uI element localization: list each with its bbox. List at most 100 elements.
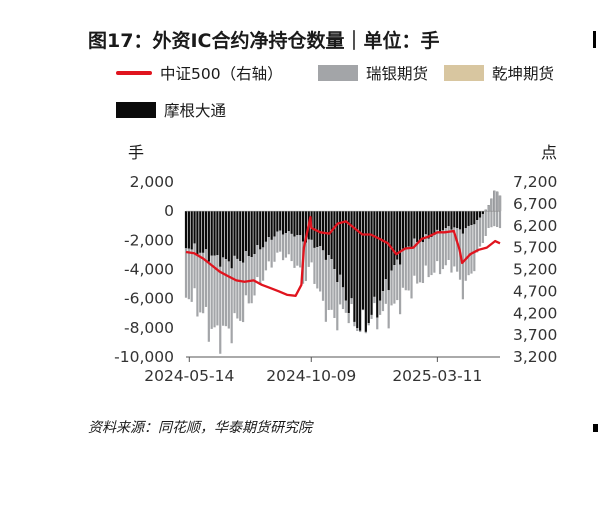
bar-jpmorgan (401, 211, 405, 249)
legend-item-csi500: 中证500（右轴） (116, 62, 283, 84)
bar-ubs (450, 229, 453, 273)
right-axis-tick-label: 6,700 (513, 195, 557, 213)
bar-jpmorgan (418, 211, 422, 242)
bar-jpmorgan (261, 211, 265, 248)
bar-jpmorgan (281, 211, 285, 235)
bar-jpmorgan (407, 211, 410, 247)
x-axis-tick-label: 2024-05-14 (144, 367, 234, 385)
legend-swatch-qiankun (444, 65, 484, 81)
bar-jpmorgan (373, 211, 376, 297)
bar-ubs (339, 274, 342, 305)
bar-ubs (293, 236, 296, 268)
bar-ubs (270, 239, 273, 268)
bar-jpmorgan (481, 211, 484, 214)
bar-ubs (222, 257, 225, 326)
bar-jpmorgan (284, 211, 288, 234)
left-axis-tick-label: -8,000 (124, 319, 174, 337)
bar-jpmorgan (441, 211, 445, 231)
bar-jpmorgan (390, 211, 393, 271)
bar-jpmorgan (341, 211, 345, 288)
bar-ubs (481, 213, 484, 243)
bar-ubs (376, 317, 379, 330)
bar-jpmorgan (236, 211, 239, 259)
bar-ubs (219, 266, 222, 354)
bar-ubs (287, 231, 290, 255)
bar-jpmorgan (253, 211, 256, 255)
bar-ubs (487, 205, 490, 228)
bar-ubs (393, 265, 396, 304)
x-axis-tick-label: 2025-03-11 (392, 367, 482, 385)
bar-jpmorgan (433, 211, 436, 236)
bar-jpmorgan (458, 211, 462, 230)
source-note: 资料来源：同花顺，华泰期货研究院 (88, 420, 312, 436)
bar-jpmorgan (478, 211, 482, 218)
bar-ubs (193, 243, 196, 289)
bar-ubs (316, 247, 319, 289)
chart-title: 图17：外资IC合约净持仓数量｜单位：手 (88, 30, 440, 52)
bar-jpmorgan (447, 211, 450, 227)
bar-ubs (261, 247, 265, 281)
bar-ubs (427, 238, 430, 278)
bar-jpmorgan (453, 211, 456, 228)
left-axis-unit: 手 (128, 143, 145, 162)
bar-ubs (438, 233, 442, 275)
bar-jpmorgan (379, 211, 382, 301)
bar-ubs (202, 252, 205, 314)
left-axis-tick-label: -2,000 (124, 231, 174, 249)
bar-ubs (353, 321, 356, 327)
bar-jpmorgan (196, 211, 199, 255)
bar-jpmorgan (184, 211, 188, 249)
bar-ubs (347, 313, 350, 324)
bar-ubs (310, 239, 313, 263)
bar-ubs (381, 291, 385, 312)
bar-jpmorgan (233, 211, 236, 256)
bar-jpmorgan (381, 211, 385, 292)
bar-jpmorgan (207, 211, 210, 262)
bar-jpmorgan (227, 211, 230, 262)
bar-jpmorgan (202, 211, 205, 253)
bar-ubs (470, 224, 473, 274)
left-axis-tick-label: -6,000 (124, 290, 174, 308)
bar-ubs (404, 247, 407, 291)
bar-ubs (233, 255, 236, 314)
bar-jpmorgan (473, 211, 476, 225)
left-axis-tick-label: -10,000 (114, 348, 174, 366)
right-axis-tick-label: 4,700 (513, 282, 557, 300)
right-axis-tick-label: 3,700 (513, 326, 557, 344)
left-axis-tick-label: -4,000 (124, 261, 174, 279)
bar-jpmorgan (230, 211, 233, 269)
bar-jpmorgan (339, 211, 342, 275)
bar-ubs (313, 247, 316, 284)
legend-label-ubs: 瑞银期货 (366, 65, 429, 83)
legend-swatch-csi500 (116, 71, 152, 75)
bar-ubs (196, 254, 199, 317)
bar-jpmorgan (344, 211, 347, 301)
right-axis-tick-label: 6,200 (513, 217, 557, 235)
bar-ubs (284, 233, 288, 258)
left-axis-tick-label: 2,000 (130, 173, 174, 191)
bar-ubs (276, 231, 279, 253)
bar-ubs (253, 254, 256, 296)
bar-ubs (447, 226, 450, 260)
bar-jpmorgan (387, 211, 390, 291)
bar-ubs (213, 255, 216, 328)
bar-ubs (207, 261, 210, 342)
bar-ubs (484, 209, 487, 236)
left-axis-tick-label: 0 (164, 202, 174, 220)
bar-jpmorgan (279, 211, 282, 231)
neighbor-panel-edge-bottom (593, 424, 598, 432)
bar-ubs (327, 255, 330, 311)
bar-ubs (421, 242, 425, 284)
bar-jpmorgan (187, 211, 190, 249)
bar-ubs (361, 309, 365, 311)
bar-jpmorgan (190, 211, 193, 250)
bar-ubs (333, 269, 336, 318)
bar-jpmorgan (216, 211, 219, 256)
bar-jpmorgan (264, 211, 268, 242)
bar-ubs (430, 236, 433, 276)
bar-ubs (476, 220, 479, 253)
bar-ubs (444, 228, 447, 266)
bar-jpmorgan (267, 211, 270, 238)
bar-jpmorgan (290, 211, 293, 234)
bar-jpmorgan (430, 211, 433, 237)
